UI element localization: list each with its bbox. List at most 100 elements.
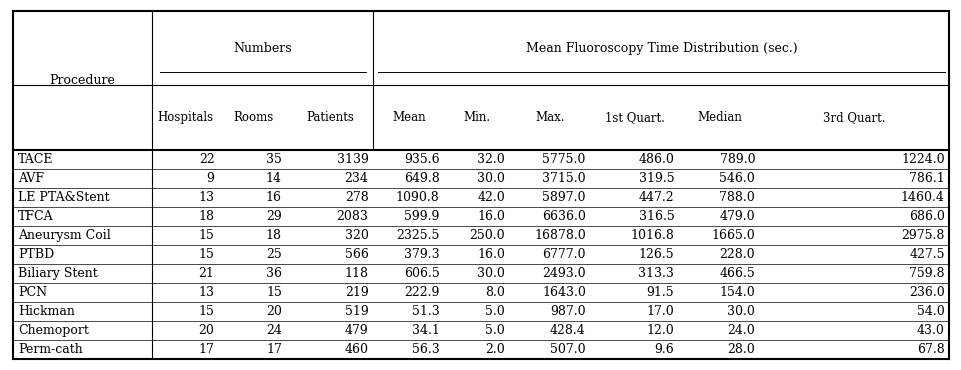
- Text: Chemoport: Chemoport: [18, 324, 89, 337]
- Text: 1090.8: 1090.8: [396, 191, 439, 204]
- Text: 5.0: 5.0: [484, 305, 505, 318]
- Text: Mean Fluoroscopy Time Distribution (sec.): Mean Fluoroscopy Time Distribution (sec.…: [525, 41, 797, 55]
- Text: 1643.0: 1643.0: [541, 286, 585, 299]
- Text: 2325.5: 2325.5: [396, 229, 439, 242]
- Text: 686.0: 686.0: [908, 210, 944, 223]
- Text: 599.9: 599.9: [404, 210, 439, 223]
- Text: 30.0: 30.0: [477, 172, 505, 185]
- Text: 16: 16: [265, 191, 282, 204]
- Text: 222.9: 222.9: [404, 286, 439, 299]
- Text: 118: 118: [344, 267, 368, 280]
- Text: 18: 18: [198, 210, 214, 223]
- Text: Aneurysm Coil: Aneurysm Coil: [18, 229, 111, 242]
- Text: 250.0: 250.0: [469, 229, 505, 242]
- Text: 28.0: 28.0: [727, 343, 754, 356]
- Text: 2493.0: 2493.0: [542, 267, 585, 280]
- Text: 313.3: 313.3: [638, 267, 674, 280]
- Text: 1665.0: 1665.0: [711, 229, 754, 242]
- Text: 649.8: 649.8: [404, 172, 439, 185]
- Text: Min.: Min.: [463, 111, 490, 124]
- Text: 566: 566: [344, 248, 368, 261]
- Text: PTBD: PTBD: [18, 248, 55, 261]
- Text: 56.3: 56.3: [411, 343, 439, 356]
- Text: 15: 15: [198, 248, 214, 261]
- Text: 126.5: 126.5: [638, 248, 674, 261]
- Text: 3rd Quart.: 3rd Quart.: [823, 111, 885, 124]
- Text: Patients: Patients: [306, 111, 354, 124]
- Text: 786.1: 786.1: [908, 172, 944, 185]
- Text: 16.0: 16.0: [477, 248, 505, 261]
- Text: 788.0: 788.0: [719, 191, 754, 204]
- Text: 236.0: 236.0: [908, 286, 944, 299]
- Text: 20: 20: [265, 305, 282, 318]
- Text: TFCA: TFCA: [18, 210, 54, 223]
- Text: 17: 17: [265, 343, 282, 356]
- Text: 154.0: 154.0: [719, 286, 754, 299]
- Text: 606.5: 606.5: [404, 267, 439, 280]
- Text: 759.8: 759.8: [908, 267, 944, 280]
- Text: Numbers: Numbers: [234, 41, 291, 55]
- Text: 466.5: 466.5: [719, 267, 754, 280]
- Text: 32.0: 32.0: [477, 153, 505, 166]
- Text: AVF: AVF: [18, 172, 44, 185]
- Text: Max.: Max.: [535, 111, 564, 124]
- Text: 2.0: 2.0: [484, 343, 505, 356]
- Text: 54.0: 54.0: [916, 305, 944, 318]
- Text: 447.2: 447.2: [638, 191, 674, 204]
- Text: 316.5: 316.5: [638, 210, 674, 223]
- Text: 34.1: 34.1: [411, 324, 439, 337]
- Text: 67.8: 67.8: [916, 343, 944, 356]
- Text: 428.4: 428.4: [550, 324, 585, 337]
- Text: Procedure: Procedure: [49, 74, 115, 87]
- Text: Biliary Stent: Biliary Stent: [18, 267, 98, 280]
- Text: 219: 219: [344, 286, 368, 299]
- Text: 460: 460: [344, 343, 368, 356]
- Text: 30.0: 30.0: [477, 267, 505, 280]
- Text: 228.0: 228.0: [719, 248, 754, 261]
- Text: 1460.4: 1460.4: [899, 191, 944, 204]
- Text: 234: 234: [344, 172, 368, 185]
- Text: 2975.8: 2975.8: [900, 229, 944, 242]
- Text: 5897.0: 5897.0: [542, 191, 585, 204]
- Text: 42.0: 42.0: [477, 191, 505, 204]
- Text: 319.5: 319.5: [638, 172, 674, 185]
- Text: 9: 9: [207, 172, 214, 185]
- Text: 8.0: 8.0: [484, 286, 505, 299]
- Text: 36: 36: [265, 267, 282, 280]
- Text: 320: 320: [344, 229, 368, 242]
- Text: Hospitals: Hospitals: [158, 111, 213, 124]
- Text: 25: 25: [266, 248, 282, 261]
- Text: 6636.0: 6636.0: [541, 210, 585, 223]
- Text: 507.0: 507.0: [550, 343, 585, 356]
- Text: 6777.0: 6777.0: [542, 248, 585, 261]
- Text: 22: 22: [199, 153, 214, 166]
- Text: 18: 18: [265, 229, 282, 242]
- Text: 935.6: 935.6: [404, 153, 439, 166]
- Text: 3139: 3139: [336, 153, 368, 166]
- Text: Hickman: Hickman: [18, 305, 75, 318]
- Text: 13: 13: [198, 191, 214, 204]
- Text: 9.6: 9.6: [653, 343, 674, 356]
- Text: Mean: Mean: [392, 111, 425, 124]
- Text: 379.3: 379.3: [404, 248, 439, 261]
- Text: 24: 24: [265, 324, 282, 337]
- Text: 15: 15: [265, 286, 282, 299]
- Text: Perm-cath: Perm-cath: [18, 343, 83, 356]
- Text: 51.3: 51.3: [411, 305, 439, 318]
- Text: 16878.0: 16878.0: [533, 229, 585, 242]
- Text: 1016.8: 1016.8: [629, 229, 674, 242]
- Text: Median: Median: [697, 111, 741, 124]
- Text: 486.0: 486.0: [638, 153, 674, 166]
- Text: 30.0: 30.0: [727, 305, 754, 318]
- Text: 427.5: 427.5: [908, 248, 944, 261]
- Text: 5.0: 5.0: [484, 324, 505, 337]
- Text: 16.0: 16.0: [477, 210, 505, 223]
- Text: 43.0: 43.0: [916, 324, 944, 337]
- Text: 3715.0: 3715.0: [542, 172, 585, 185]
- Text: 29: 29: [266, 210, 282, 223]
- Text: 5775.0: 5775.0: [542, 153, 585, 166]
- Text: 546.0: 546.0: [719, 172, 754, 185]
- Text: 13: 13: [198, 286, 214, 299]
- Text: 17.0: 17.0: [646, 305, 674, 318]
- Text: 789.0: 789.0: [719, 153, 754, 166]
